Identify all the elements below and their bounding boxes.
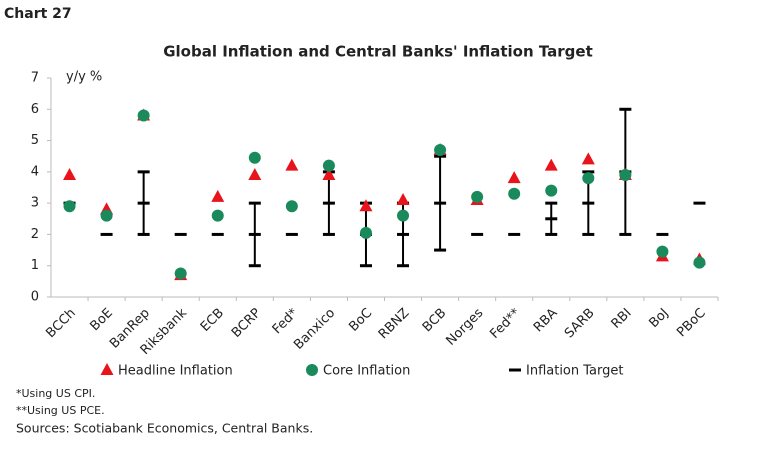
circle: [100, 209, 113, 222]
circle: [656, 245, 669, 258]
triangle: [248, 167, 262, 180]
legend-label: Inflation Target: [526, 364, 623, 379]
x-tick-label: BCRP: [229, 306, 264, 341]
y-tick-label: 2: [31, 227, 39, 242]
triangle: [396, 193, 410, 206]
y-tick-label: 5: [31, 133, 39, 148]
chart-title: Global Inflation and Central Banks' Infl…: [163, 43, 593, 61]
circle: [397, 209, 410, 222]
circle: [322, 159, 335, 172]
x-tick-label: Fed*: [270, 305, 302, 337]
triangle: [285, 158, 299, 171]
circle: [359, 226, 372, 239]
x-tick-label: RBI: [609, 306, 635, 332]
triangle: [581, 152, 595, 165]
circle: [471, 190, 484, 203]
x-tick-label: RBA: [531, 306, 561, 336]
x-tick-label: BoC: [346, 306, 375, 335]
x-tick-label: PBoC: [674, 306, 709, 341]
circle: [174, 267, 187, 280]
legend-marker: [306, 364, 318, 376]
y-tick-label: 7: [31, 71, 39, 86]
circle: [582, 172, 595, 185]
y-tick-label: 6: [31, 102, 39, 117]
circle: [285, 200, 298, 213]
chart-label: Chart 27: [4, 6, 72, 22]
x-tick-label: Banxico: [291, 306, 338, 353]
circle: [137, 109, 150, 122]
x-tick-label: RBNZ: [376, 306, 413, 343]
x-tick-label: BCCh: [43, 306, 78, 341]
y-axis-label: y/y %: [66, 70, 102, 85]
circle: [693, 256, 706, 269]
legend-marker: [100, 363, 114, 375]
x-tick-label: BoJ: [646, 306, 671, 331]
y-tick-label: 1: [31, 258, 39, 273]
y-tick-label: 4: [31, 164, 39, 179]
legend-label: Headline Inflation: [118, 364, 233, 379]
x-tick-label: BCB: [420, 306, 449, 335]
footnote: **Using US PCE.: [16, 404, 105, 417]
y-tick-label: 3: [31, 196, 39, 211]
circle: [248, 151, 261, 164]
circle: [211, 209, 224, 222]
footnote: *Using US CPI.: [16, 387, 95, 400]
triangle: [63, 167, 77, 180]
x-tick-label: SARB: [562, 306, 598, 342]
circle: [63, 200, 76, 213]
triangle: [211, 189, 225, 202]
x-tick-label: ECB: [198, 306, 227, 335]
triangle: [544, 158, 558, 171]
legend-label: Core Inflation: [323, 364, 410, 379]
circle: [619, 168, 632, 181]
triangle: [507, 171, 521, 184]
y-tick-label: 0: [31, 290, 39, 305]
x-tick-label: Fed**: [487, 305, 523, 341]
footnote: Sources: Scotiabank Economics, Central B…: [16, 421, 313, 436]
circle: [508, 187, 521, 200]
triangle: [359, 199, 373, 212]
circle: [434, 143, 447, 156]
circle: [545, 184, 558, 197]
triangle: [322, 167, 336, 180]
x-tick-label: Norges: [443, 306, 486, 349]
x-tick-label: BoE: [88, 306, 116, 334]
